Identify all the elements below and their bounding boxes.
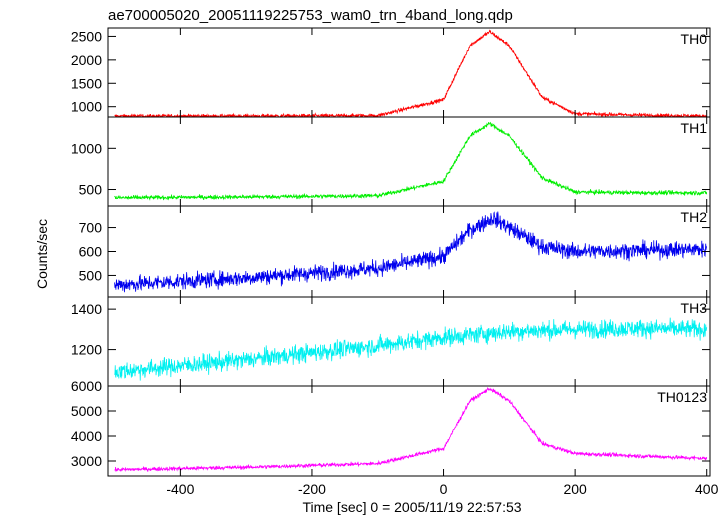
panel-frame — [107, 385, 711, 477]
y-tick-label: 2000 — [71, 52, 102, 68]
x-axis: -400 -200 0 200 400 — [166, 481, 718, 497]
x-tick-label: 0 — [440, 481, 448, 497]
series-line-th3 — [114, 317, 708, 381]
y-tick-label: 600 — [79, 244, 103, 260]
y-tick-label: 1000 — [71, 140, 102, 156]
y-tick-label: 1200 — [71, 342, 102, 358]
y-tick-label: 700 — [79, 220, 103, 236]
y-axis-label: Counts/sec — [34, 219, 50, 289]
panel-label: TH2 — [681, 209, 708, 225]
series-line-th2 — [114, 211, 708, 293]
series-line-th0123 — [114, 386, 708, 473]
y-tick-label: 2500 — [71, 28, 102, 44]
chart-title: ae700005020_20051119225753_wam0_trn_4ban… — [108, 7, 513, 24]
y-tick-label: 500 — [79, 182, 103, 198]
panel-label: TH3 — [681, 300, 708, 316]
panel-th0123: 3000 4000 5000 6000 TH0123 — [71, 378, 711, 477]
panel-label: TH0123 — [657, 389, 707, 405]
light-curve-panels: 1000 1500 2000 2500 TH0 500 1000 TH1 500 600 700 TH… — [71, 27, 711, 477]
y-tick-label: 1400 — [71, 301, 102, 317]
panel-th3: 1200 1400 TH3 — [71, 296, 711, 387]
y-tick-label: 1000 — [71, 99, 102, 115]
panel-th0: 1000 1500 2000 2500 TH0 — [71, 27, 711, 118]
x-tick-label: 200 — [563, 481, 587, 497]
y-tick-label: 5000 — [71, 403, 102, 419]
y-tick-label: 3000 — [71, 453, 102, 469]
panel-th2: 500 600 700 TH2 — [79, 205, 711, 298]
panel-frame — [107, 27, 711, 118]
panel-label: TH0 — [681, 31, 708, 47]
y-tick-label: 500 — [79, 267, 103, 283]
y-tick-label: 1500 — [71, 75, 102, 91]
series-line-th1 — [114, 121, 708, 201]
y-tick-label: 4000 — [71, 428, 102, 444]
panel-th1: 500 1000 TH1 — [71, 116, 711, 207]
x-axis-label: Time [sec] 0 = 2005/11/19 22:57:53 — [302, 499, 521, 515]
x-tick-label: -400 — [166, 481, 194, 497]
y-tick-label: 6000 — [71, 378, 102, 394]
x-tick-label: -200 — [298, 481, 326, 497]
panel-label: TH1 — [681, 120, 708, 136]
series-line-th0 — [114, 29, 707, 117]
x-tick-label: 400 — [695, 481, 719, 497]
